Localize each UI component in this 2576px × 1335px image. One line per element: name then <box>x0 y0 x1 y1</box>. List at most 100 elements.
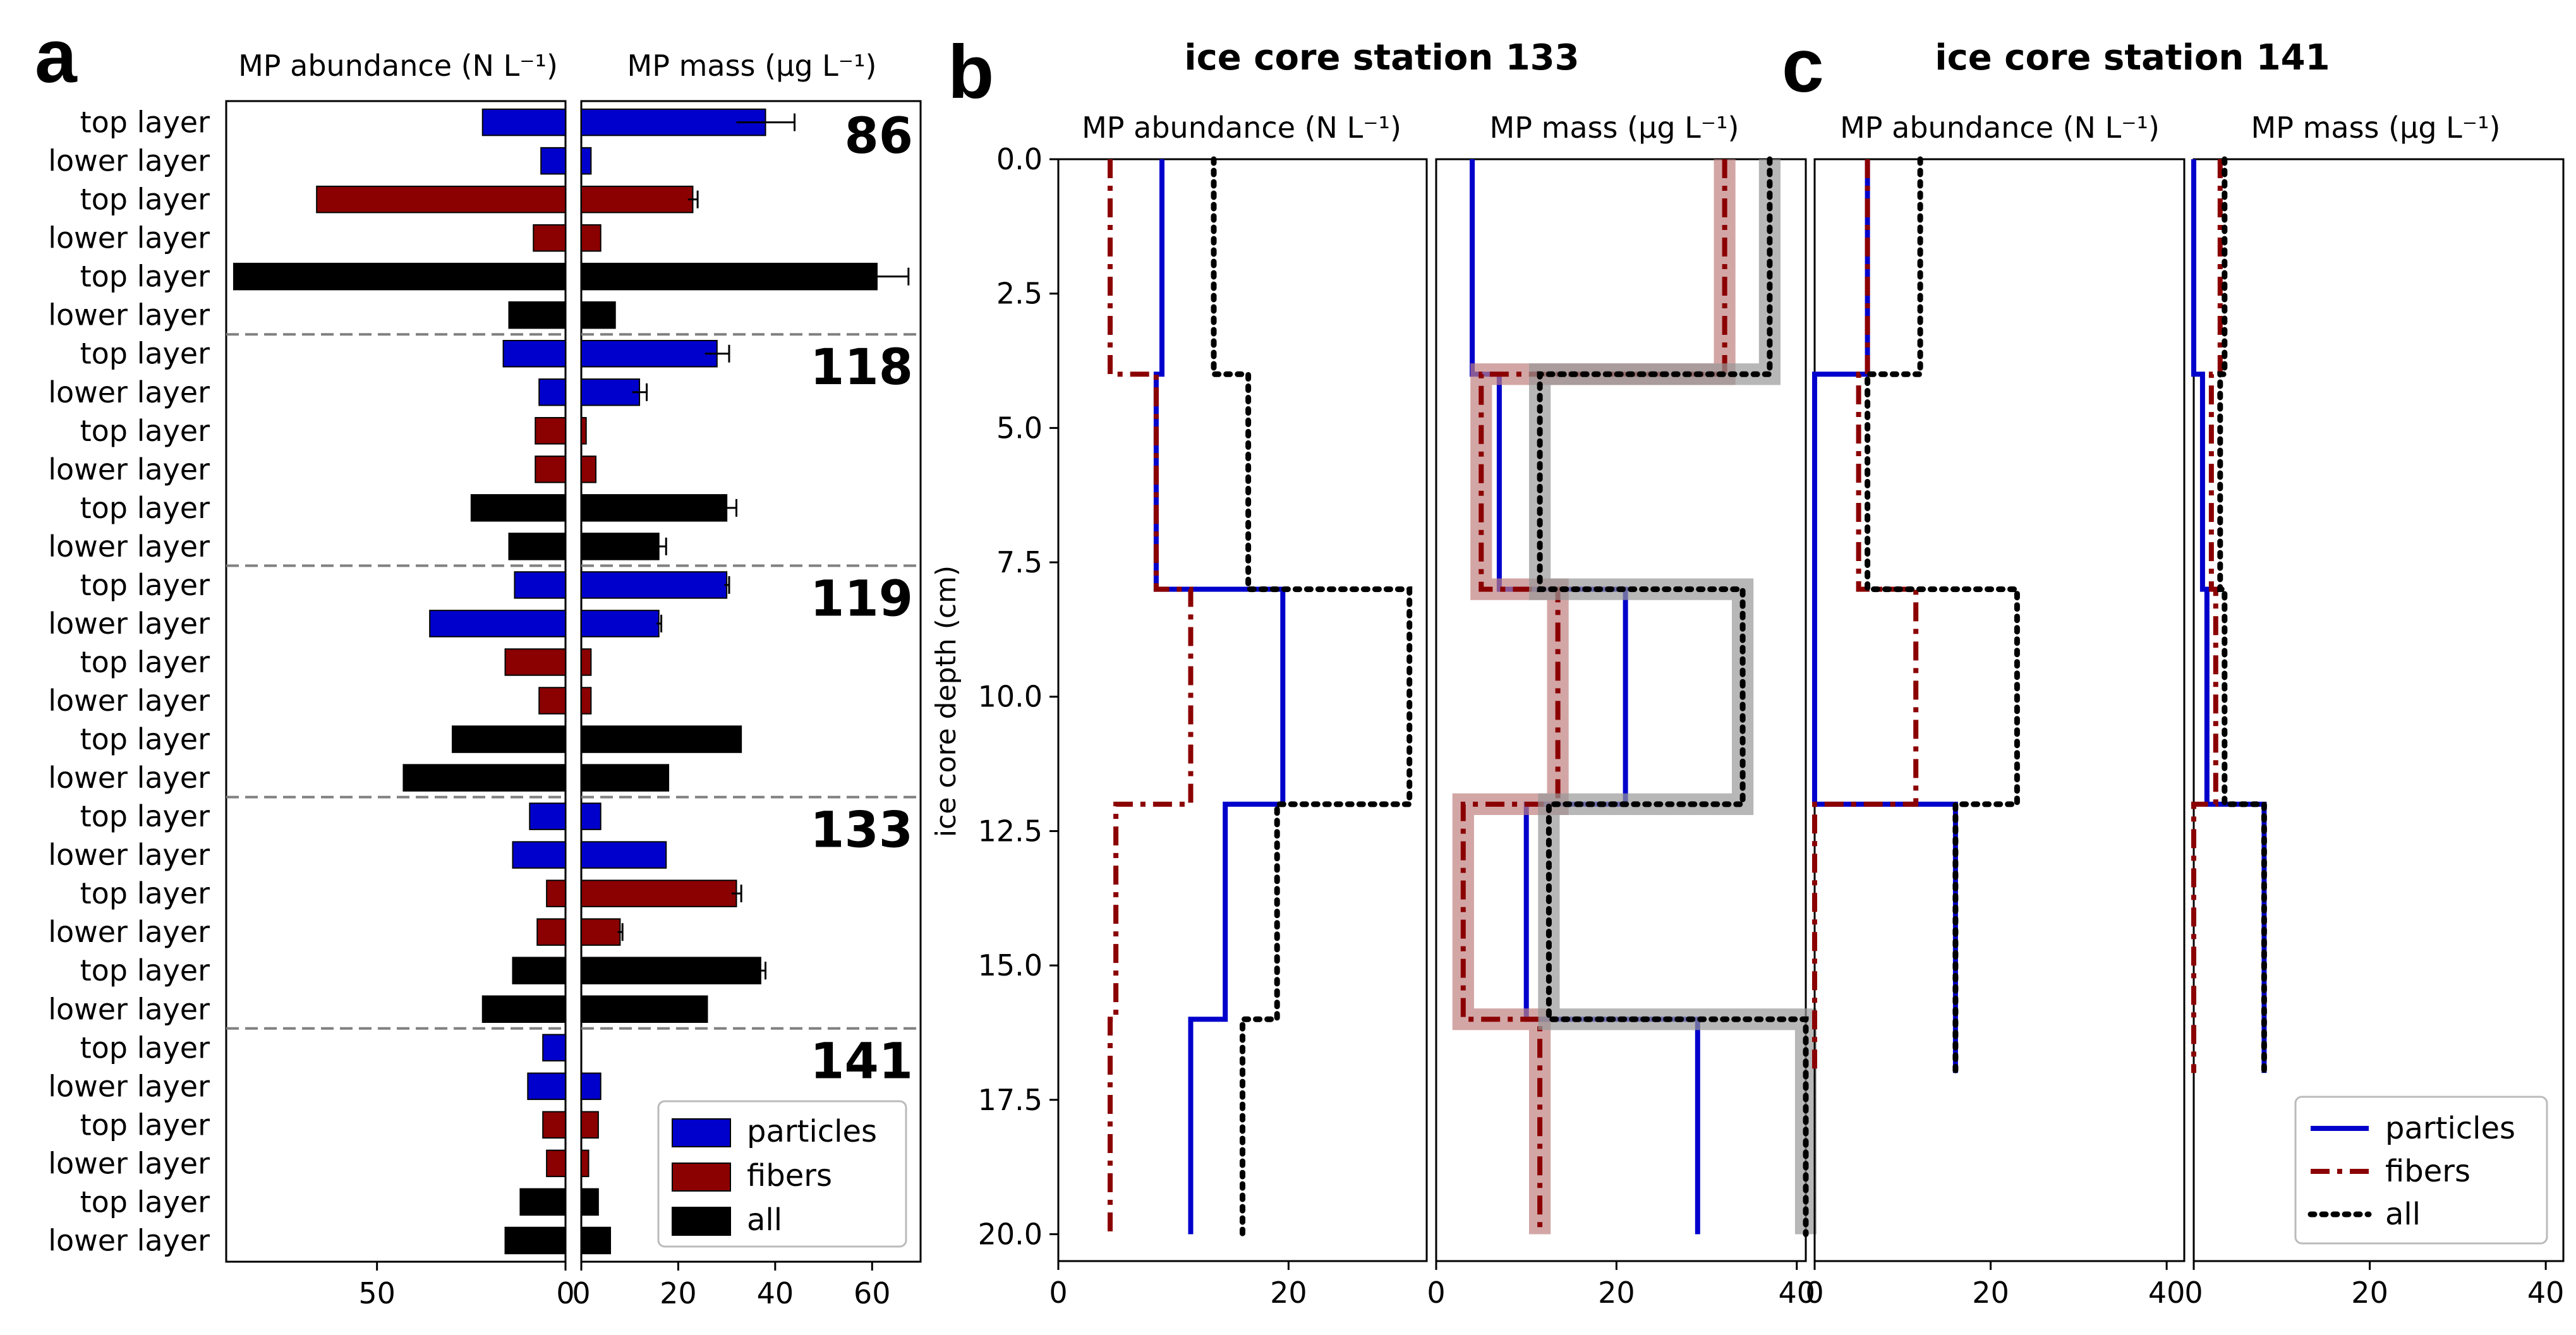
x-tick-label: 20 <box>1972 1276 2009 1310</box>
row-label: top layer <box>80 337 210 371</box>
bar-mass-fibers <box>581 456 597 483</box>
axes-frame-mass <box>580 100 922 1263</box>
x-tick-label: 20 <box>1598 1276 1635 1310</box>
bar-mass-fibers <box>581 224 602 252</box>
row-label: top layer <box>80 1108 210 1142</box>
row-label: top layer <box>80 645 210 679</box>
row-label: lower layer <box>48 375 210 409</box>
row-label: lower layer <box>48 144 210 178</box>
bar-abundance-all <box>233 262 566 291</box>
legend-a-swatch-particles <box>672 1118 731 1147</box>
bar-abundance-fibers <box>546 879 567 907</box>
bar-mass-all <box>581 725 742 753</box>
x-tick-label: 40 <box>757 1276 794 1310</box>
y-tick-label: 7.5 <box>996 545 1043 579</box>
panel-b-abundance-label: MP abundance (N L⁻¹) <box>1082 111 1401 145</box>
bar-abundance-particles <box>512 841 567 869</box>
row-label: lower layer <box>48 1069 210 1103</box>
bar-abundance-fibers <box>535 417 566 445</box>
bar-abundance-fibers <box>538 687 567 715</box>
axes-frame-b-abundance <box>1057 158 1428 1262</box>
bar-mass-all <box>581 494 728 522</box>
panel-letter-c: c <box>1782 23 1824 108</box>
x-tick-label: 50 <box>358 1276 396 1310</box>
bar-abundance-all <box>519 1188 567 1216</box>
row-label: lower layer <box>48 1146 210 1180</box>
bar-mass-particles <box>581 378 641 406</box>
legend-c-label-fibers: fibers <box>2385 1154 2470 1189</box>
bar-mass-particles <box>581 339 718 368</box>
x-tick-label: 0 <box>1427 1276 1445 1310</box>
profile-line-all <box>1865 156 2020 1076</box>
bar-abundance-all <box>470 494 566 522</box>
bar-mass-particles <box>581 571 728 599</box>
bar-abundance-particles <box>502 339 566 368</box>
x-tick-label: 60 <box>854 1276 891 1310</box>
panel-c-mass-label: MP mass (µg L⁻¹) <box>2251 111 2501 145</box>
legend-a-swatch-fibers <box>672 1163 731 1192</box>
bar-mass-particles <box>581 802 602 830</box>
bar-abundance-all <box>512 957 567 984</box>
row-label: top layer <box>80 1030 210 1065</box>
row-label: top layer <box>80 491 210 525</box>
legend-a-label-fibers: fibers <box>747 1158 832 1193</box>
bar-mass-fibers <box>581 648 592 676</box>
bar-mass-all <box>581 262 878 291</box>
bar-abundance-particles <box>429 610 567 637</box>
bar-mass-all <box>581 1188 599 1216</box>
profile-line-all <box>2217 156 2267 1076</box>
bar-mass-fibers <box>581 417 587 445</box>
row-label: top layer <box>80 876 210 910</box>
row-label: lower layer <box>48 761 210 795</box>
panel-a-abundance-label: MP abundance (N L⁻¹) <box>238 49 558 83</box>
row-label: lower layer <box>48 684 210 718</box>
profile-line-fibers <box>1812 159 1919 1073</box>
bar-abundance-particles <box>481 108 566 136</box>
legend-c-label-particles: particles <box>2385 1111 2515 1146</box>
row-label: lower layer <box>48 838 210 872</box>
x-tick-label: 20 <box>1270 1276 1307 1310</box>
x-tick-label: 20 <box>2351 1276 2388 1310</box>
panel-letter-b: b <box>948 30 994 114</box>
panel-c-title: ice core station 141 <box>1935 37 2330 78</box>
bar-mass-all <box>581 301 616 329</box>
bar-mass-particles <box>581 108 766 136</box>
axes-frame-c-mass <box>2192 158 2565 1262</box>
bar-mass-particles <box>581 610 660 637</box>
station-label-119: 119 <box>810 571 913 627</box>
bar-abundance-all <box>402 764 567 792</box>
station-label-133: 133 <box>810 802 913 859</box>
x-tick-label: 0 <box>556 1276 574 1310</box>
bar-abundance-fibers <box>535 456 566 483</box>
y-tick-label: 10.0 <box>978 680 1043 714</box>
bar-abundance-all <box>481 995 566 1024</box>
legend-a-swatch-all <box>672 1207 731 1236</box>
panel-c-abundance-label: MP abundance (N L⁻¹) <box>1840 111 2160 145</box>
x-tick-label: 40 <box>1778 1276 1815 1310</box>
row-label: top layer <box>80 953 210 988</box>
row-label: lower layer <box>48 607 210 641</box>
bar-mass-all <box>581 764 670 792</box>
bar-abundance-all <box>452 725 566 753</box>
station-label-118: 118 <box>810 339 913 396</box>
bar-mass-fibers <box>581 1111 599 1139</box>
bar-mass-all <box>581 533 660 560</box>
bar-abundance-fibers <box>546 1149 567 1178</box>
bar-mass-fibers <box>581 879 737 907</box>
x-tick-label: 0 <box>1049 1276 1067 1310</box>
y-tick-label: 12.5 <box>978 814 1043 848</box>
row-label: top layer <box>80 106 210 140</box>
bar-abundance-all <box>508 301 566 329</box>
bar-abundance-fibers <box>542 1111 567 1139</box>
row-label: lower layer <box>48 992 210 1026</box>
y-tick-label: 17.5 <box>978 1083 1043 1117</box>
bar-abundance-particles <box>540 147 567 175</box>
x-tick-label: 0 <box>2184 1276 2203 1310</box>
profile-line-fibers <box>2191 159 2223 1073</box>
profile-line-all <box>1211 156 1413 1237</box>
panel-letter-a: a <box>35 14 78 99</box>
profile-line-all <box>1537 156 1809 1237</box>
bar-mass-particles <box>581 841 667 869</box>
x-tick-label: 40 <box>2148 1276 2186 1310</box>
row-label: top layer <box>80 260 210 294</box>
